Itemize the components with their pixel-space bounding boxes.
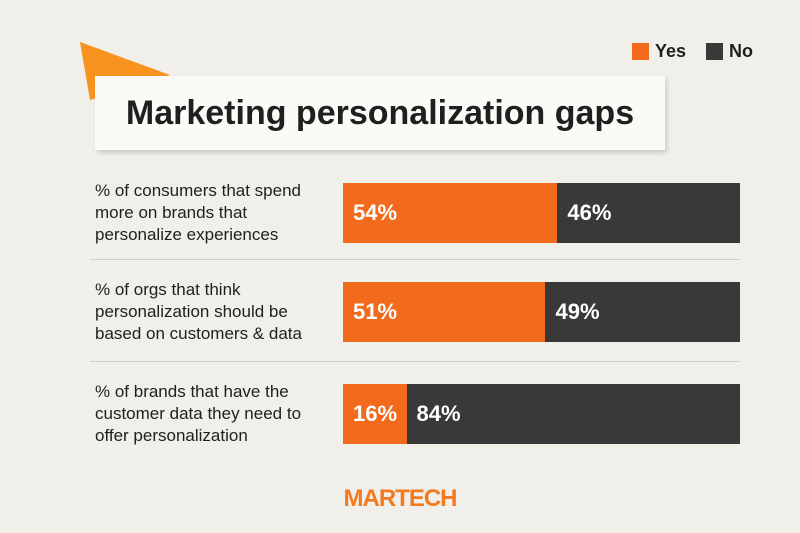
bar-segment — [545, 282, 740, 342]
row-separator — [90, 361, 740, 362]
bar-segment — [343, 183, 558, 243]
legend-label: No — [729, 41, 753, 61]
category-label: % of consumers that spend more on brands… — [95, 181, 302, 244]
value-label: 54% — [353, 200, 398, 225]
legend-swatch — [706, 43, 723, 60]
bar-segment — [557, 183, 740, 243]
category-label: % of brands that have the customer data … — [95, 382, 302, 445]
bar-segment — [343, 384, 407, 444]
legend-swatch — [632, 43, 649, 60]
bar-segment — [343, 282, 546, 342]
bar-segment — [406, 384, 740, 444]
category-label: % of orgs that think personalization sho… — [95, 280, 302, 343]
value-label: 51% — [353, 299, 398, 324]
chart-title: Marketing personalization gaps — [95, 76, 665, 150]
legend-label: Yes — [655, 41, 687, 61]
brand-logo: MARTECH — [343, 485, 458, 512]
value-label: 46% — [567, 200, 612, 225]
row-separator — [90, 259, 740, 260]
value-label: 49% — [555, 299, 600, 324]
value-label: 16% — [353, 401, 398, 426]
value-label: 84% — [416, 401, 461, 426]
